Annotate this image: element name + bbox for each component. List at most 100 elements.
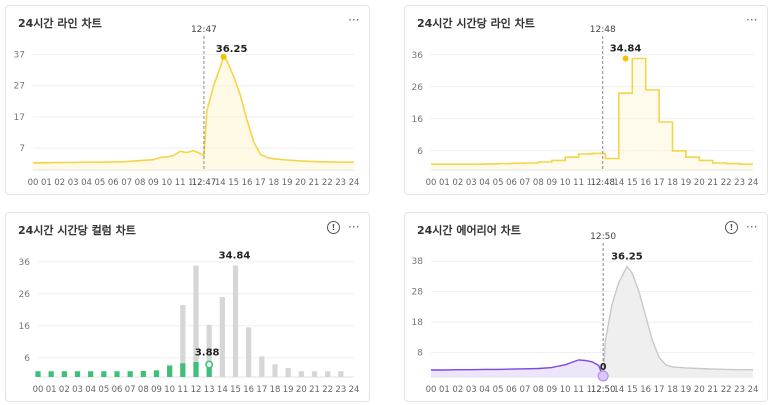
x-tick-label: 14 — [217, 385, 228, 395]
x-tick-label: 06 — [108, 178, 119, 188]
info-icon[interactable]: ! — [725, 221, 738, 234]
series-step-line — [431, 57, 753, 165]
actual-bar — [153, 370, 160, 377]
forecast-bar — [311, 371, 318, 377]
x-tick-label: 18 — [270, 385, 281, 395]
time-cursor-label: 12:48 — [590, 25, 616, 35]
time-cursor-axis-bg — [590, 175, 615, 188]
y-tick-label: 37 — [14, 50, 25, 60]
x-tick-label: 02 — [452, 385, 463, 395]
card-title: 24시간 시간당 컬럼 차트 — [18, 224, 136, 237]
x-tick-label: 05 — [94, 178, 105, 188]
x-tick-label: 16 — [243, 385, 254, 395]
y-tick-label: 27 — [14, 82, 25, 92]
x-tick-label: 20 — [694, 385, 705, 395]
forecast-bar — [246, 327, 252, 377]
time-cursor-axis-label: 12:47 — [192, 178, 217, 188]
x-tick-label: 23 — [335, 178, 346, 188]
x-tick-label: 10 — [164, 385, 175, 395]
x-tick-label: 02 — [452, 178, 463, 188]
x-tick-label: 19 — [681, 385, 692, 395]
x-tick-label: 09 — [151, 385, 162, 395]
time-cursor-label: 12:47 — [191, 25, 217, 35]
x-tick-label: 06 — [506, 178, 517, 188]
actual-bar — [88, 371, 94, 377]
card-title: 24시간 시간당 라인 차트 — [417, 17, 535, 30]
x-tick-label: 16 — [242, 178, 253, 188]
x-tick-label: 22 — [721, 178, 732, 188]
highlight-point — [205, 360, 214, 369]
time-cursor-axis-label: 12:50 — [591, 385, 616, 395]
y-tick-label: 28 — [412, 288, 424, 298]
actual-bar — [48, 371, 54, 377]
y-tick-label: 18 — [412, 318, 424, 328]
x-tick-label: 19 — [283, 385, 294, 395]
x-tick-label: 22 — [322, 385, 333, 395]
x-tick-label: 05 — [98, 385, 109, 395]
y-tick-label: 6 — [417, 147, 423, 157]
x-tick-label: 17 — [654, 385, 665, 395]
x-tick-label: 17 — [256, 385, 267, 395]
forecast-bar — [285, 368, 291, 377]
x-tick-label: 15 — [230, 385, 241, 395]
y-tick-label: 36 — [412, 51, 424, 61]
forecast-bar — [193, 265, 199, 377]
y-tick-label: 26 — [412, 83, 424, 93]
x-tick-label: 07 — [520, 385, 531, 395]
peak-value-label: 36.25 — [611, 252, 643, 263]
actual-line — [431, 359, 604, 378]
forecast-bar — [206, 324, 212, 377]
x-tick-label: 00 — [28, 178, 39, 188]
x-tick-label: 08 — [138, 385, 149, 395]
actual-bar — [74, 371, 81, 377]
actual-bar — [61, 371, 67, 377]
x-tick-label: 03 — [72, 385, 83, 395]
chart-24h-area: 8182838000102030405060708091011121314151… — [412, 232, 758, 395]
x-tick-label: 05 — [493, 385, 504, 395]
x-tick-label: 20 — [296, 385, 307, 395]
more-options-icon[interactable]: ··· — [348, 220, 360, 234]
x-tick-label: 00 — [426, 178, 437, 188]
x-tick-label: 06 — [506, 385, 517, 395]
x-tick-label: 04 — [479, 385, 490, 395]
more-options-icon[interactable]: ··· — [746, 220, 758, 234]
x-tick-label: 08 — [135, 178, 146, 188]
peak-point — [622, 55, 629, 62]
x-tick-label: 04 — [81, 178, 92, 188]
x-tick-label: 20 — [295, 178, 306, 188]
x-tick-label: 07 — [520, 178, 531, 188]
line-chart-card: 24시간 라인 차트 ··· 7 17 27 37 00 01 02 03 04 05 06 07 08… — [5, 5, 370, 195]
forecast-bar — [298, 371, 304, 377]
forecast-bar — [180, 305, 186, 377]
x-tick-label: 01 — [46, 385, 57, 395]
x-tick-label: 17 — [654, 178, 665, 188]
x-tick-label: 21 — [309, 385, 320, 395]
x-tick-label: 15 — [627, 385, 638, 395]
x-tick-label: 07 — [121, 178, 132, 188]
x-tick-label: 13 — [204, 385, 215, 395]
x-tick-label: 02 — [54, 178, 65, 188]
info-icon[interactable]: ! — [327, 221, 340, 234]
actual-bar — [35, 371, 41, 377]
x-tick-label: 00 — [426, 385, 437, 395]
hourly-column-chart-card: 24시간 시간당 컬럼 차트 ! ··· 6 16 26 36 00 01 02 03 04 05… — [5, 212, 370, 402]
card-title: 24시간 에어리어 차트 — [417, 224, 521, 237]
x-tick-label: 19 — [282, 178, 293, 188]
y-tick-label: 8 — [417, 349, 423, 359]
card-title: 24시간 라인 차트 — [18, 17, 102, 30]
time-cursor-axis-bg — [591, 382, 616, 395]
actual-bar — [140, 370, 146, 377]
series-line — [33, 55, 354, 164]
forecast-bar — [325, 371, 331, 377]
x-tick-label: 16 — [640, 385, 651, 395]
x-tick-label: 16 — [640, 178, 651, 188]
y-tick-label: 7 — [19, 144, 25, 154]
x-tick-label: 18 — [268, 178, 279, 188]
y-tick-label: 6 — [24, 354, 30, 364]
chart-24h-line: 7172737000102030405060708091011121314151… — [14, 25, 359, 188]
more-options-icon[interactable]: ··· — [348, 13, 360, 27]
x-tick-label: 03 — [68, 178, 79, 188]
more-options-icon[interactable]: ··· — [746, 13, 758, 27]
actual-bar — [180, 363, 186, 377]
